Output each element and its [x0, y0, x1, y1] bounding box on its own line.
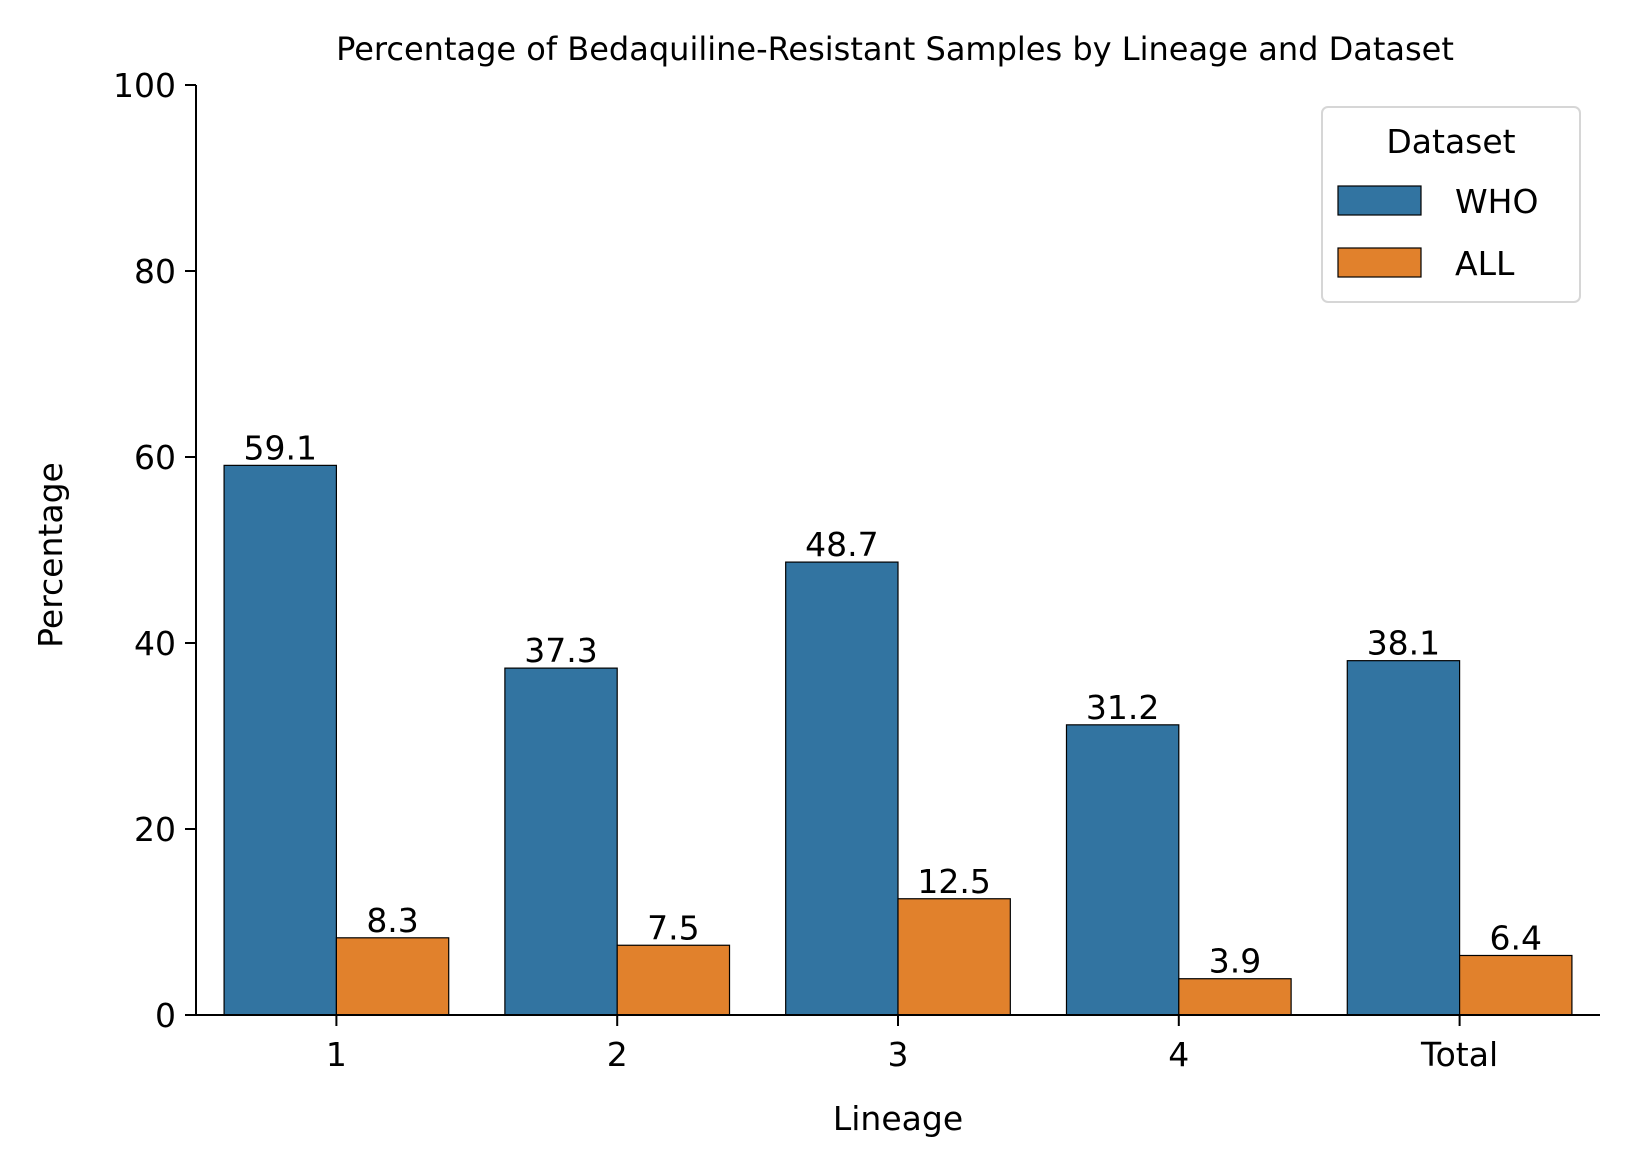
- bar-value-label: 59.1: [243, 428, 316, 467]
- bar-all-1: [335, 937, 450, 1016]
- y-tick-label: 100: [113, 66, 176, 105]
- bar-all-2: [616, 944, 731, 1016]
- bar-value-label: 48.7: [805, 525, 878, 564]
- x-tick-label: 1: [326, 1035, 347, 1074]
- x-tick-label: 4: [1168, 1035, 1189, 1074]
- y-axis-label: Percentage: [31, 462, 70, 648]
- legend-label-all: ALL: [1455, 244, 1515, 283]
- bar-all-3: [897, 898, 1011, 1016]
- bar-value-label: 3.9: [1209, 942, 1261, 981]
- bar-value-label: 37.3: [524, 631, 597, 670]
- x-tick-label: 2: [607, 1035, 628, 1074]
- bar-value-label: 38.1: [1367, 624, 1440, 663]
- y-tick-label: 20: [134, 810, 176, 849]
- bar-who-2: [504, 667, 618, 1016]
- y-tick-label: 60: [134, 438, 176, 477]
- bars: [223, 464, 1573, 1016]
- bar-value-label: 31.2: [1086, 688, 1159, 727]
- bar-who-1: [223, 464, 338, 1016]
- x-tick-label: 3: [888, 1035, 909, 1074]
- bar-who-4: [1065, 724, 1180, 1016]
- legend-label-who: WHO: [1455, 182, 1538, 221]
- bar-who-total: [1346, 660, 1461, 1016]
- bar-value-label: 12.5: [917, 862, 990, 901]
- y-tick-label: 0: [155, 996, 176, 1035]
- y-axis-ticks: 0 20 40 60 80 100: [113, 66, 196, 1035]
- legend-swatch-who: [1337, 185, 1422, 216]
- chart-title: Percentage of Bedaquiline-Resistant Samp…: [336, 30, 1454, 68]
- bar-value-label: 6.4: [1490, 918, 1542, 957]
- y-tick-label: 80: [134, 252, 176, 291]
- bar-all-total: [1458, 954, 1573, 1016]
- bar-value-label: 8.3: [366, 901, 418, 940]
- x-axis-label: Lineage: [833, 1099, 963, 1138]
- bar-value-label: 7.5: [647, 908, 699, 947]
- bar-all-4: [1178, 978, 1292, 1016]
- bar-value-labels: 59.1 37.3 48.7 31.2 38.1 8.3 7.5 12.5 3.9 6.4: [243, 428, 1542, 980]
- legend-swatch-all: [1337, 247, 1422, 278]
- x-tick-label: Total: [1420, 1035, 1498, 1074]
- y-tick-label: 40: [134, 624, 176, 663]
- bar-who-3: [785, 561, 899, 1016]
- legend: Dataset WHO ALL: [1321, 106, 1581, 303]
- legend-title: Dataset: [1386, 122, 1515, 161]
- x-axis-ticks: 1 2 3 4 Total: [326, 1015, 1498, 1074]
